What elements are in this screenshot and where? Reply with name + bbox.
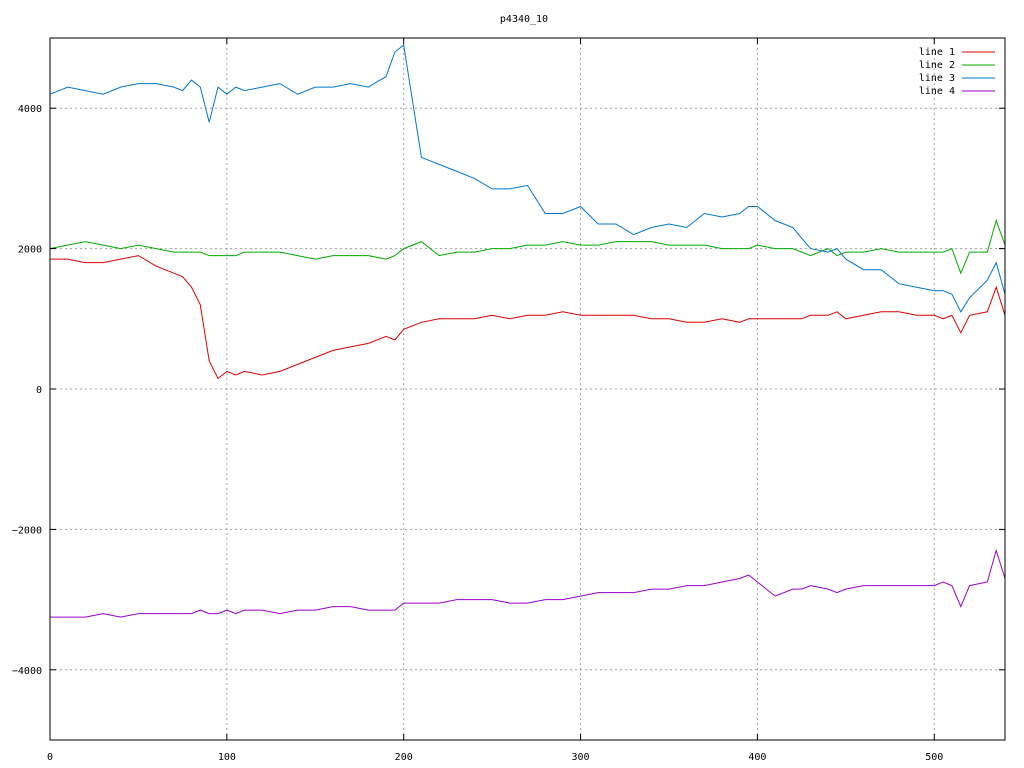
x-tick-label: 300 [572, 752, 590, 763]
series-line-1 [50, 255, 1006, 380]
series-line-3 [49, 44, 1006, 313]
legend: line 1 line 2 line 3 line 4 [919, 47, 995, 97]
x-tick-label: 500 [925, 752, 943, 763]
y-tick-label: −2000 [12, 525, 42, 536]
x-tick-label: 0 [47, 752, 53, 763]
legend-label-3: line 3 [919, 73, 955, 84]
legend-label-1: line 1 [919, 47, 955, 58]
y-tick-label: 4000 [18, 104, 42, 115]
series-line-4 [50, 548, 1006, 618]
series-line-2 [49, 218, 1006, 275]
y-tick-label: 2000 [18, 245, 42, 256]
y-tick-label: 0 [36, 385, 42, 396]
grid-lines [49, 38, 1005, 740]
axis-ticks: 0 100 200 300 400 500 −4000 −2000 0 2000 4000 [12, 38, 1005, 763]
x-tick-label: 400 [748, 752, 766, 763]
y-tick-label: −4000 [12, 666, 42, 677]
legend-label-2: line 2 [919, 60, 955, 71]
x-tick-label: 200 [395, 752, 413, 763]
data-series [49, 44, 1006, 618]
x-tick-label: 100 [218, 752, 236, 763]
legend-label-4: line 4 [919, 86, 955, 97]
chart-title: p4340_10 [500, 14, 548, 25]
